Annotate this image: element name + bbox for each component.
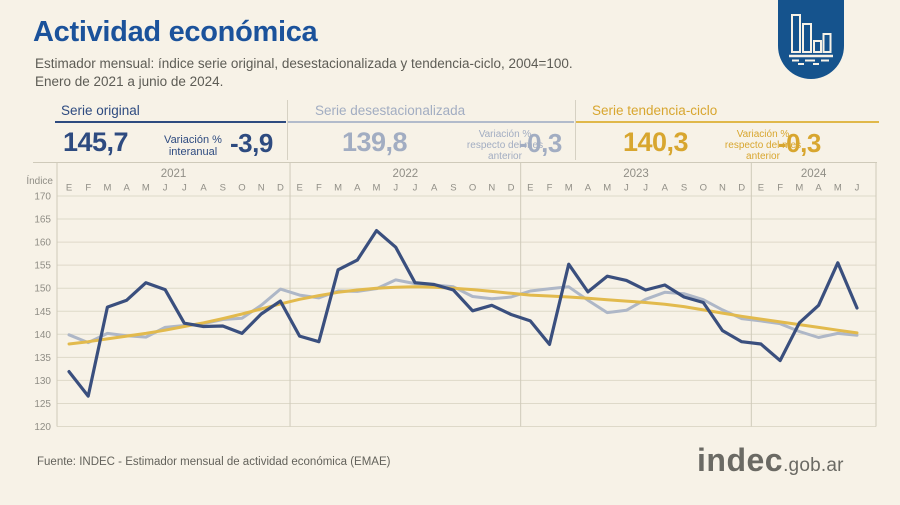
panel-title: Serie tendencia-ciclo — [592, 103, 718, 118]
svg-text:J: J — [413, 183, 418, 194]
svg-text:O: O — [700, 183, 707, 194]
svg-text:N: N — [488, 183, 495, 194]
svg-text:F: F — [85, 183, 91, 194]
svg-text:A: A — [815, 183, 822, 194]
svg-text:160: 160 — [34, 238, 51, 249]
page-subtitle: Estimador mensual: índice serie original… — [35, 55, 573, 91]
variation-value: -3,9 — [230, 128, 273, 158]
variation-label: Variación % interanual — [164, 134, 222, 159]
svg-text:170: 170 — [34, 192, 51, 203]
svg-text:M: M — [334, 183, 342, 194]
panel-serie-original: Serie original 145,7 Variación % interan… — [55, 100, 287, 162]
svg-text:M: M — [103, 183, 111, 194]
svg-text:A: A — [585, 183, 592, 194]
indec-logo-suffix: .gob.ar — [783, 455, 844, 476]
svg-text:E: E — [527, 183, 533, 194]
svg-text:135: 135 — [34, 353, 51, 364]
svg-text:2023: 2023 — [623, 168, 649, 180]
svg-text:M: M — [603, 183, 611, 194]
svg-text:J: J — [855, 183, 860, 194]
panel-title: Serie original — [61, 103, 140, 118]
svg-text:N: N — [258, 183, 265, 194]
bar-chart-icon — [789, 14, 833, 65]
subtitle-line-2: Enero de 2021 a junio de 2024. — [35, 74, 224, 90]
svg-text:125: 125 — [34, 399, 51, 410]
panel-underline — [287, 121, 574, 123]
y-axis-title: Índice — [26, 174, 53, 187]
index-value: 139,8 — [342, 127, 408, 157]
svg-text:M: M — [795, 183, 803, 194]
svg-text:J: J — [163, 183, 168, 194]
series-line-2 — [67, 285, 859, 346]
svg-text:S: S — [681, 183, 687, 194]
svg-text:J: J — [393, 183, 398, 194]
svg-text:A: A — [662, 183, 669, 194]
svg-text:O: O — [238, 183, 245, 194]
page-title: Actividad económica — [33, 16, 318, 48]
svg-text:150: 150 — [34, 284, 51, 295]
svg-text:155: 155 — [34, 261, 51, 272]
svg-text:A: A — [431, 183, 438, 194]
svg-text:A: A — [123, 183, 130, 194]
svg-text:E: E — [66, 183, 72, 194]
index-value: 140,3 — [623, 127, 689, 157]
svg-text:J: J — [643, 183, 648, 194]
variation-value: -0,3 — [519, 128, 562, 158]
variation-label: Variación % respecto del mes anterior — [724, 129, 802, 163]
svg-text:J: J — [182, 183, 187, 194]
panel-underline — [55, 121, 286, 123]
series-line-0 — [67, 229, 859, 398]
panel-divider — [287, 100, 288, 160]
source-note: Fuente: INDEC - Estimador mensual de act… — [37, 456, 391, 468]
index-value: 145,7 — [63, 127, 129, 157]
svg-text:D: D — [277, 183, 284, 194]
svg-text:O: O — [469, 183, 476, 194]
svg-text:E: E — [296, 183, 302, 194]
svg-text:A: A — [354, 183, 361, 194]
panel-serie-desestacionalizada: Serie desestacionalizada 139,8 Variación… — [287, 100, 575, 162]
year-labels: 2021 2022 2023 2024 — [161, 168, 827, 180]
gridlines — [57, 195, 876, 427]
svg-text:2022: 2022 — [393, 168, 419, 180]
svg-text:D: D — [738, 183, 745, 194]
indec-logo-text: indec — [697, 442, 784, 478]
svg-text:2021: 2021 — [161, 168, 187, 180]
svg-text:N: N — [719, 183, 726, 194]
panel-title: Serie desestacionalizada — [315, 103, 466, 118]
indec-logo: indec .gob.ar — [697, 442, 844, 479]
svg-text:E: E — [758, 183, 764, 194]
svg-text:165: 165 — [34, 215, 51, 226]
panel-serie-tendencia-ciclo: Serie tendencia-ciclo 140,3 Variación % … — [575, 100, 880, 162]
svg-text:M: M — [834, 183, 842, 194]
subtitle-line-1: Estimador mensual: índice serie original… — [35, 56, 573, 71]
svg-text:S: S — [450, 183, 456, 194]
axis-frame — [33, 162, 877, 427]
svg-text:F: F — [547, 183, 553, 194]
svg-text:S: S — [220, 183, 226, 194]
svg-text:2024: 2024 — [801, 168, 827, 180]
svg-text:M: M — [373, 183, 381, 194]
svg-text:F: F — [777, 183, 783, 194]
variation-label: Variación % respecto del mes anterior — [466, 129, 544, 163]
y-axis-labels: 170 165 160 155 150 145 140 135 130 125 120 — [34, 192, 51, 434]
panel-divider — [575, 100, 576, 160]
panel-underline — [575, 121, 879, 123]
svg-text:120: 120 — [34, 422, 51, 433]
chart-badge — [778, 0, 844, 79]
svg-text:M: M — [142, 183, 150, 194]
variation-value: -0,3 — [778, 128, 821, 158]
svg-text:M: M — [565, 183, 573, 194]
svg-text:J: J — [624, 183, 629, 194]
svg-text:140: 140 — [34, 330, 51, 341]
svg-text:F: F — [316, 183, 322, 194]
svg-text:130: 130 — [34, 376, 51, 387]
svg-text:A: A — [200, 183, 207, 194]
svg-text:D: D — [508, 183, 515, 194]
svg-text:145: 145 — [34, 307, 51, 318]
